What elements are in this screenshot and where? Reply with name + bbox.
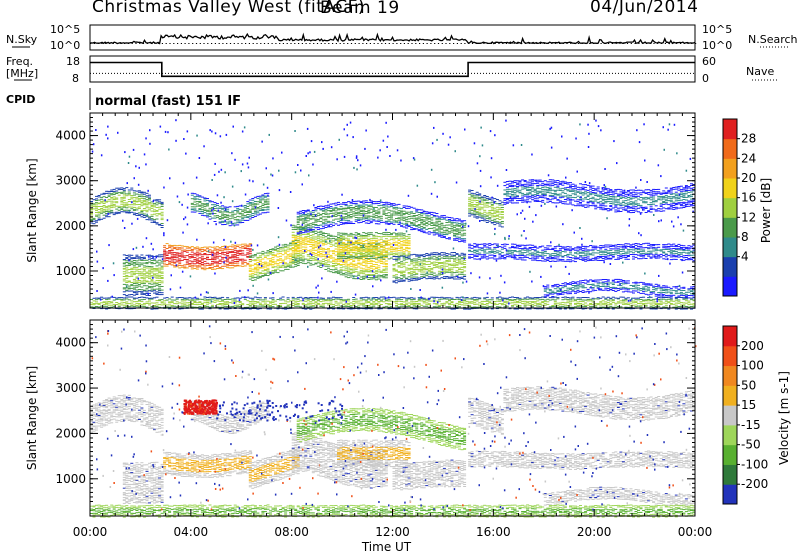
freq-series [90,61,695,78]
colorbar-segment [723,424,737,446]
colorbar-tick-label: -50 [741,438,761,452]
y-axis-label: Slant Range [km] [25,158,39,262]
freq-tick: 18 [66,55,80,68]
colorbar-tick-label: -200 [741,477,768,491]
freq-label: Freq. [6,55,33,68]
colorbar-segment [723,365,737,386]
colorbar-segment [723,119,737,140]
colorbar-segment [723,158,737,179]
colorbar-label: Power [dB] [759,178,773,243]
x-tick-label: 00:00 [73,525,108,539]
y-tick-label: 4000 [55,336,86,350]
x-tick-label: 04:00 [174,525,209,539]
x-axis-label: Time UT [361,540,412,554]
velocity-heatmap [90,325,697,518]
y-tick-label: 3000 [55,381,86,395]
colorbar-segment [723,484,737,505]
nsky-label: N.Sky [6,33,38,46]
date-label: 04/Jun/2014 [590,0,699,17]
beam-label: Beam 19 [320,0,400,18]
cpid-text: normal (fast) 151 IF [95,94,241,109]
colorbar-tick-label: 100 [741,359,764,373]
nsearch-label: N.Search [748,33,798,46]
colorbar-segment [723,405,737,426]
noise-tick: 10^0 [50,39,80,52]
y-tick-label: 2000 [55,219,86,233]
freq-unit-label: [MHz] [6,67,38,80]
colorbar-tick-label: 8 [741,230,749,244]
x-tick-label: 08:00 [274,525,309,539]
noise-tick: 10^5 [702,23,732,36]
cpid-label: CPID [6,93,35,106]
y-axis-label: Slant Range [km] [25,366,39,470]
colorbar-segment [723,256,737,277]
freq-tick: 8 [72,72,79,85]
nave-tick: 0 [702,72,709,85]
colorbar-segment [723,385,737,406]
colorbar-tick-label: 24 [741,151,756,165]
nave-label: Nave [746,65,774,78]
nave-tick: 60 [702,55,716,68]
colorbar-tick-label: 20 [741,171,756,185]
power-heatmap [90,119,696,310]
x-tick-label: 00:00 [678,525,713,539]
colorbar-tick-label: 28 [741,132,756,146]
nsky-series [89,32,696,45]
x-tick-label: 12:00 [375,525,410,539]
freq-panel-frame [89,55,696,83]
colorbar-segment [723,444,737,465]
noise-tick: 10^5 [50,23,80,36]
colorbar-segment [723,237,737,258]
colorbar-tick-label: -100 [741,457,768,471]
y-tick-label: 1000 [55,264,86,278]
colorbar-segment [723,345,737,367]
colorbar-tick-label: 50 [741,378,756,392]
colorbar-segment [723,326,737,347]
station-title: Christmas Valley West (fitACF) [92,0,366,17]
colorbar-tick-label: 16 [741,191,756,205]
colorbar-tick-label: 15 [741,398,756,412]
colorbar-tick-label: 12 [741,210,756,224]
colorbar-segment [723,138,737,159]
x-tick-label: 16:00 [476,525,511,539]
colorbar-segment [723,464,737,485]
y-tick-label: 2000 [55,426,86,440]
colorbar-label: Velocity [m s-1] [777,371,791,465]
x-tick-label: 20:00 [577,525,612,539]
colorbar-segment [723,217,737,238]
colorbar-tick-label: 4 [741,250,749,264]
noise-panel-frame [89,24,696,51]
y-tick-label: 1000 [55,472,86,486]
colorbar-segment [723,178,737,199]
colorbar-frame [722,325,738,505]
colorbar-frame [722,118,738,297]
colorbar-tick-label: 200 [741,339,764,353]
colorbar-segment [723,197,737,218]
noise-tick: 10^0 [702,39,732,52]
y-tick-label: 3000 [55,174,86,188]
y-tick-label: 4000 [55,129,86,143]
colorbar-segment [723,276,737,297]
colorbar-tick-label: -15 [741,418,761,432]
